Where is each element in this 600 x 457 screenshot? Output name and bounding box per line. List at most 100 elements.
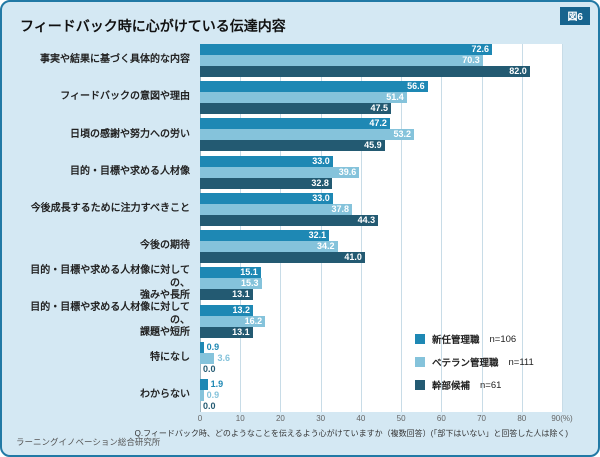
bar	[200, 389, 204, 401]
bar	[200, 118, 390, 130]
category-label: わからない	[140, 389, 190, 401]
bar	[200, 192, 333, 204]
bar-row: 82.0	[200, 66, 562, 77]
bar-value-label: 37.8	[331, 203, 350, 214]
bar-value-label: 56.6	[407, 81, 425, 92]
bar-row: 47.2	[200, 118, 562, 130]
bar	[200, 315, 266, 327]
bar-value-label: 47.5	[370, 103, 389, 114]
bar-row: 33.0	[200, 155, 562, 167]
bar-groups: 72.6 70.3 82.0 56.6 51.4 47.5 47.2 53.2 45.9 33.0…	[200, 44, 562, 412]
bar	[200, 278, 262, 290]
x-axis-tick-label: 70	[477, 414, 486, 423]
bar-value-label: 13.1	[232, 289, 250, 300]
legend-sample-size: n=106	[489, 333, 517, 345]
legend-row: 新任管理職 n=106	[415, 332, 534, 346]
bar	[200, 81, 428, 93]
bar	[200, 103, 392, 115]
legend-swatch	[415, 334, 425, 344]
bar	[200, 55, 483, 66]
category-label: 事実や結果に基づく具体的な内容	[40, 54, 190, 66]
gridline	[521, 44, 523, 412]
x-axis-tick-label: 0	[197, 414, 203, 423]
source-label: ラーニングイノベーション総合研究所	[16, 437, 161, 447]
category-label: 特になし	[150, 352, 190, 363]
bar	[200, 289, 253, 301]
bar	[200, 214, 379, 226]
gridline	[240, 44, 242, 412]
bar-value-label: 53.2	[393, 129, 411, 140]
bar-row: 13.1	[200, 289, 562, 301]
category-label: 目的・目標や求める人材像に対しての、 強みや長所	[30, 265, 190, 302]
bar-value-label: 33.0	[312, 155, 330, 166]
bar	[200, 326, 253, 338]
bar-row: 32.8	[200, 177, 562, 189]
x-axis-tick-label: 50	[396, 414, 406, 423]
legend-series-name: ベテラン管理職	[432, 358, 499, 369]
bar	[200, 66, 530, 77]
category-label: 今後成長するために注力すべきこと	[30, 203, 190, 215]
bar-group: 1.9 0.9 0.0	[200, 378, 562, 412]
x-axis-tick-label: 40	[356, 414, 366, 423]
bar-row: 0.0	[200, 364, 562, 375]
bar-value-label: 0.0	[203, 363, 216, 374]
bar-value-label: 70.3	[462, 55, 480, 65]
bar	[200, 92, 407, 104]
bar-row: 13.2	[200, 304, 562, 316]
bar-group: 15.1 15.3 13.1	[200, 267, 562, 301]
bar-row: 0.0	[200, 401, 562, 412]
gridline	[280, 44, 282, 412]
plot-area: 72.6 70.3 82.0 56.6 51.4 47.5 47.2 53.2 45.9 33.0…	[200, 44, 563, 412]
bar-value-label: 13.2	[232, 304, 251, 315]
bar-value-label: 72.6	[471, 44, 489, 54]
bar-value-label: 1.9	[210, 378, 224, 389]
bar-value-label: 15.1	[240, 267, 258, 278]
gridline	[320, 44, 322, 412]
x-axis-tick-label: 30	[316, 414, 326, 423]
bar	[200, 241, 338, 253]
bar-row: 53.2	[200, 129, 562, 141]
category-label: フィードバックの意図や理由	[60, 91, 190, 103]
x-axis: 0 10 20 30 40 50 60 70 80 90(%)	[197, 414, 573, 426]
gridline	[401, 44, 403, 412]
legend-row: 幹部候補 n=61	[415, 378, 534, 392]
bar	[200, 267, 261, 279]
bar-row: 16.2	[200, 315, 562, 327]
legend-series-name: 新任管理職	[432, 335, 480, 346]
bar	[200, 177, 332, 189]
bar-value-label: 33.0	[312, 192, 330, 203]
x-axis-tick-label: 20	[275, 414, 285, 423]
bar-row: 0.9	[200, 389, 562, 401]
bar-value-label: 44.3	[357, 214, 376, 225]
bar-row: 1.9	[200, 378, 562, 390]
bar	[200, 166, 360, 178]
gridline	[360, 44, 362, 412]
bar-row: 47.5	[200, 103, 562, 115]
bar-value-label: 3.6	[217, 352, 230, 363]
bar-group: 13.2 16.2 13.1	[200, 304, 562, 338]
legend-series-name: 幹部候補	[432, 381, 471, 392]
bar-row: 56.6	[200, 81, 562, 93]
bar-row: 34.2	[200, 241, 562, 253]
bar-group: 72.6 70.3 82.0	[200, 44, 562, 77]
gridline	[562, 44, 563, 412]
legend-sample-size: n=61	[480, 379, 502, 391]
bar-value-label: 0.9	[206, 341, 220, 352]
x-axis-tick-label: 90(%)	[551, 414, 573, 423]
bar	[200, 252, 365, 264]
bar-row: 45.9	[200, 140, 562, 152]
bar-row: 32.1	[200, 230, 562, 242]
bar-value-label: 41.0	[344, 252, 362, 263]
bar	[200, 304, 254, 316]
bar-row: 39.6	[200, 166, 562, 178]
survey-question-footnote: Q.フィードバック時、どのようなことを伝えるよう心がけていますか（複数回答）(「…	[134, 429, 568, 438]
bar-row: 33.0	[200, 192, 562, 204]
bar	[200, 341, 204, 353]
legend: 新任管理職 n=106 ベテラン管理職 n=111 幹部候補 n=61	[415, 332, 534, 392]
bar-value-label: 13.1	[232, 326, 250, 337]
legend-swatch	[415, 380, 425, 390]
x-axis-tick-label: 10	[235, 414, 245, 423]
legend-sample-size: n=111	[508, 356, 534, 368]
bar-row: 41.0	[200, 252, 562, 264]
bar-row: 44.3	[200, 214, 562, 226]
